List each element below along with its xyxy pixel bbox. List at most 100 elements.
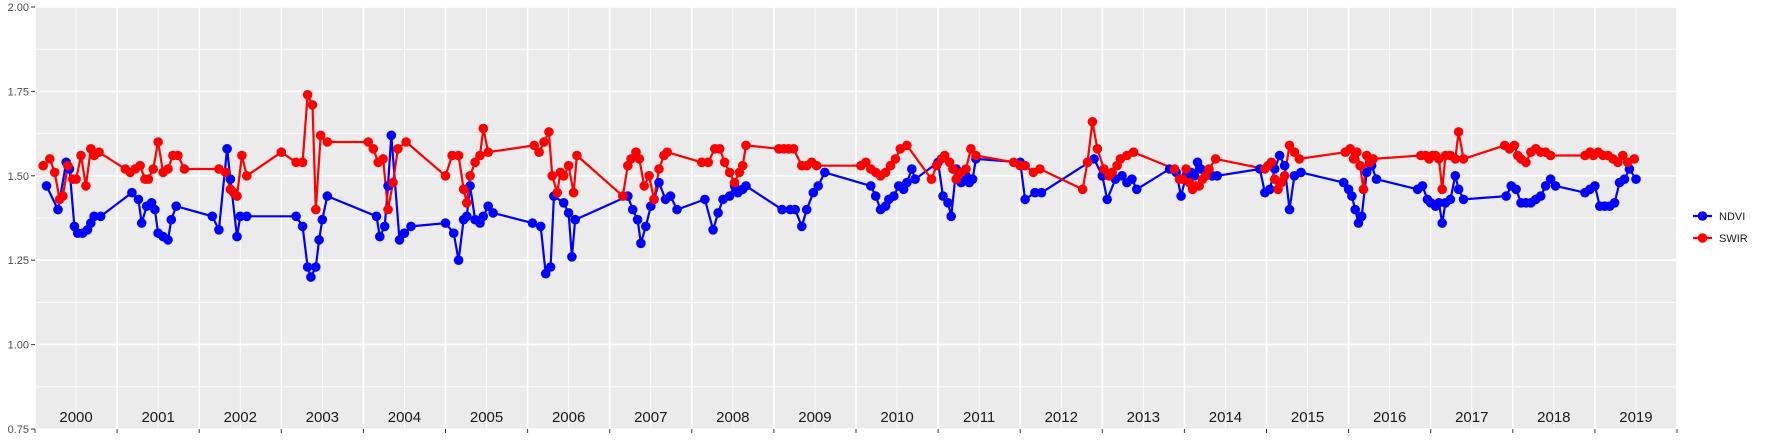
data-point-swir: [475, 150, 485, 161]
data-point-swir: [135, 160, 145, 171]
year-label: 2016: [1373, 409, 1406, 426]
data-point-ndvi: [1361, 167, 1372, 178]
data-point-ndvi: [163, 235, 173, 245]
data-point-swir: [1368, 154, 1378, 164]
data-point-ndvi: [1274, 150, 1285, 161]
data-point-ndvi: [488, 208, 498, 218]
data-point-swir: [1099, 164, 1109, 174]
data-point-ndvi: [1212, 171, 1222, 181]
data-point-swir: [38, 160, 48, 171]
data-point-swir: [465, 171, 475, 181]
data-point-ndvi: [136, 218, 147, 228]
year-label: 2005: [470, 409, 503, 426]
data-point-swir: [148, 164, 158, 174]
data-point-ndvi: [632, 214, 643, 225]
data-point-swir: [534, 147, 544, 157]
data-point-ndvi: [790, 204, 800, 215]
data-point-swir: [948, 164, 958, 174]
data-point-swir: [926, 174, 937, 184]
data-point-swir: [237, 150, 247, 161]
data-point-ndvi: [322, 191, 333, 201]
data-point-swir: [1210, 154, 1221, 164]
data-point-swir: [1453, 127, 1464, 137]
data-point-swir: [902, 140, 912, 151]
data-point-ndvi: [1347, 191, 1357, 201]
data-point-ndvi: [453, 255, 464, 265]
data-point-swir: [861, 157, 871, 168]
data-point-ndvi: [1511, 184, 1521, 195]
data-point-swir: [163, 164, 173, 174]
year-label: 2015: [1291, 409, 1324, 426]
data-point-ndvi: [1350, 204, 1360, 215]
year-label: 2010: [880, 409, 913, 426]
data-point-swir: [388, 177, 398, 188]
data-point-ndvi: [967, 174, 978, 184]
data-point-ndvi: [379, 221, 390, 232]
data-point-swir: [729, 177, 740, 188]
data-point-ndvi: [1132, 184, 1142, 195]
data-point-ndvi: [641, 221, 651, 232]
data-point-ndvi: [483, 201, 494, 211]
year-label: 2011: [963, 409, 995, 426]
y-tick-label: 2.00: [8, 2, 29, 14]
data-point-swir: [961, 164, 971, 174]
data-point-swir: [179, 164, 190, 174]
data-point-swir: [173, 150, 183, 161]
data-point-ndvi: [665, 191, 676, 201]
data-point-ndvi: [406, 221, 416, 232]
data-point-ndvi: [938, 191, 948, 201]
data-point-swir: [1284, 140, 1295, 151]
year-label: 2008: [716, 409, 749, 426]
data-point-swir: [788, 144, 799, 154]
data-point-ndvi: [375, 231, 385, 242]
data-point-ndvi: [946, 211, 956, 222]
data-point-ndvi: [1434, 198, 1444, 208]
year-labels: 2000 2001 2002 2003 2004 2005 2006 2007 2008 2009…: [59, 409, 1652, 426]
data-point-swir: [1629, 154, 1640, 164]
data-point-ndvi: [870, 191, 881, 201]
data-point-ndvi: [700, 194, 710, 205]
data-point-swir: [1613, 157, 1623, 168]
major-gridlines: [34, 6, 1678, 430]
data-point-ndvi: [866, 181, 876, 191]
data-point-ndvi: [1338, 177, 1349, 188]
data-point-ndvi: [540, 268, 551, 279]
data-point-swir: [563, 160, 574, 171]
data-point-ndvi: [1020, 194, 1030, 205]
data-point-swir: [45, 154, 55, 164]
data-point-swir: [931, 160, 942, 171]
data-point-ndvi: [567, 251, 577, 262]
data-point-swir: [741, 140, 751, 151]
data-point-swir: [1107, 167, 1117, 178]
data-point-ndvi: [440, 218, 451, 228]
data-point-ndvi: [297, 221, 308, 232]
data-point-swir: [649, 194, 659, 205]
data-point-ndvi: [371, 211, 382, 222]
data-point-swir: [383, 204, 393, 215]
y-tick-label: 1.50: [8, 171, 29, 183]
data-point-swir: [153, 137, 163, 147]
data-point-swir: [644, 171, 654, 181]
data-point-ndvi: [1036, 187, 1047, 198]
data-point-swir: [322, 137, 333, 147]
data-point-ndvi: [1458, 194, 1469, 205]
data-point-ndvi: [627, 204, 638, 215]
data-point-ndvi: [317, 214, 328, 225]
data-point-ndvi: [545, 262, 556, 272]
data-point-swir: [529, 140, 539, 151]
x-axis: [34, 429, 1678, 433]
data-point-ndvi: [1590, 181, 1600, 191]
data-point-ndvi: [741, 181, 751, 191]
data-point-ndvi: [713, 208, 723, 218]
y-tick-label: 1.25: [8, 255, 29, 267]
data-point-ndvi: [1296, 167, 1306, 178]
data-point-swir: [634, 154, 645, 164]
data-point-ndvi: [943, 198, 953, 208]
data-point-swir: [572, 150, 582, 161]
data-point-swir: [618, 191, 628, 201]
data-point-ndvi: [1176, 191, 1186, 201]
data-point-ndvi: [41, 181, 52, 191]
data-point-ndvi: [820, 167, 830, 178]
data-point-ndvi: [133, 194, 144, 205]
